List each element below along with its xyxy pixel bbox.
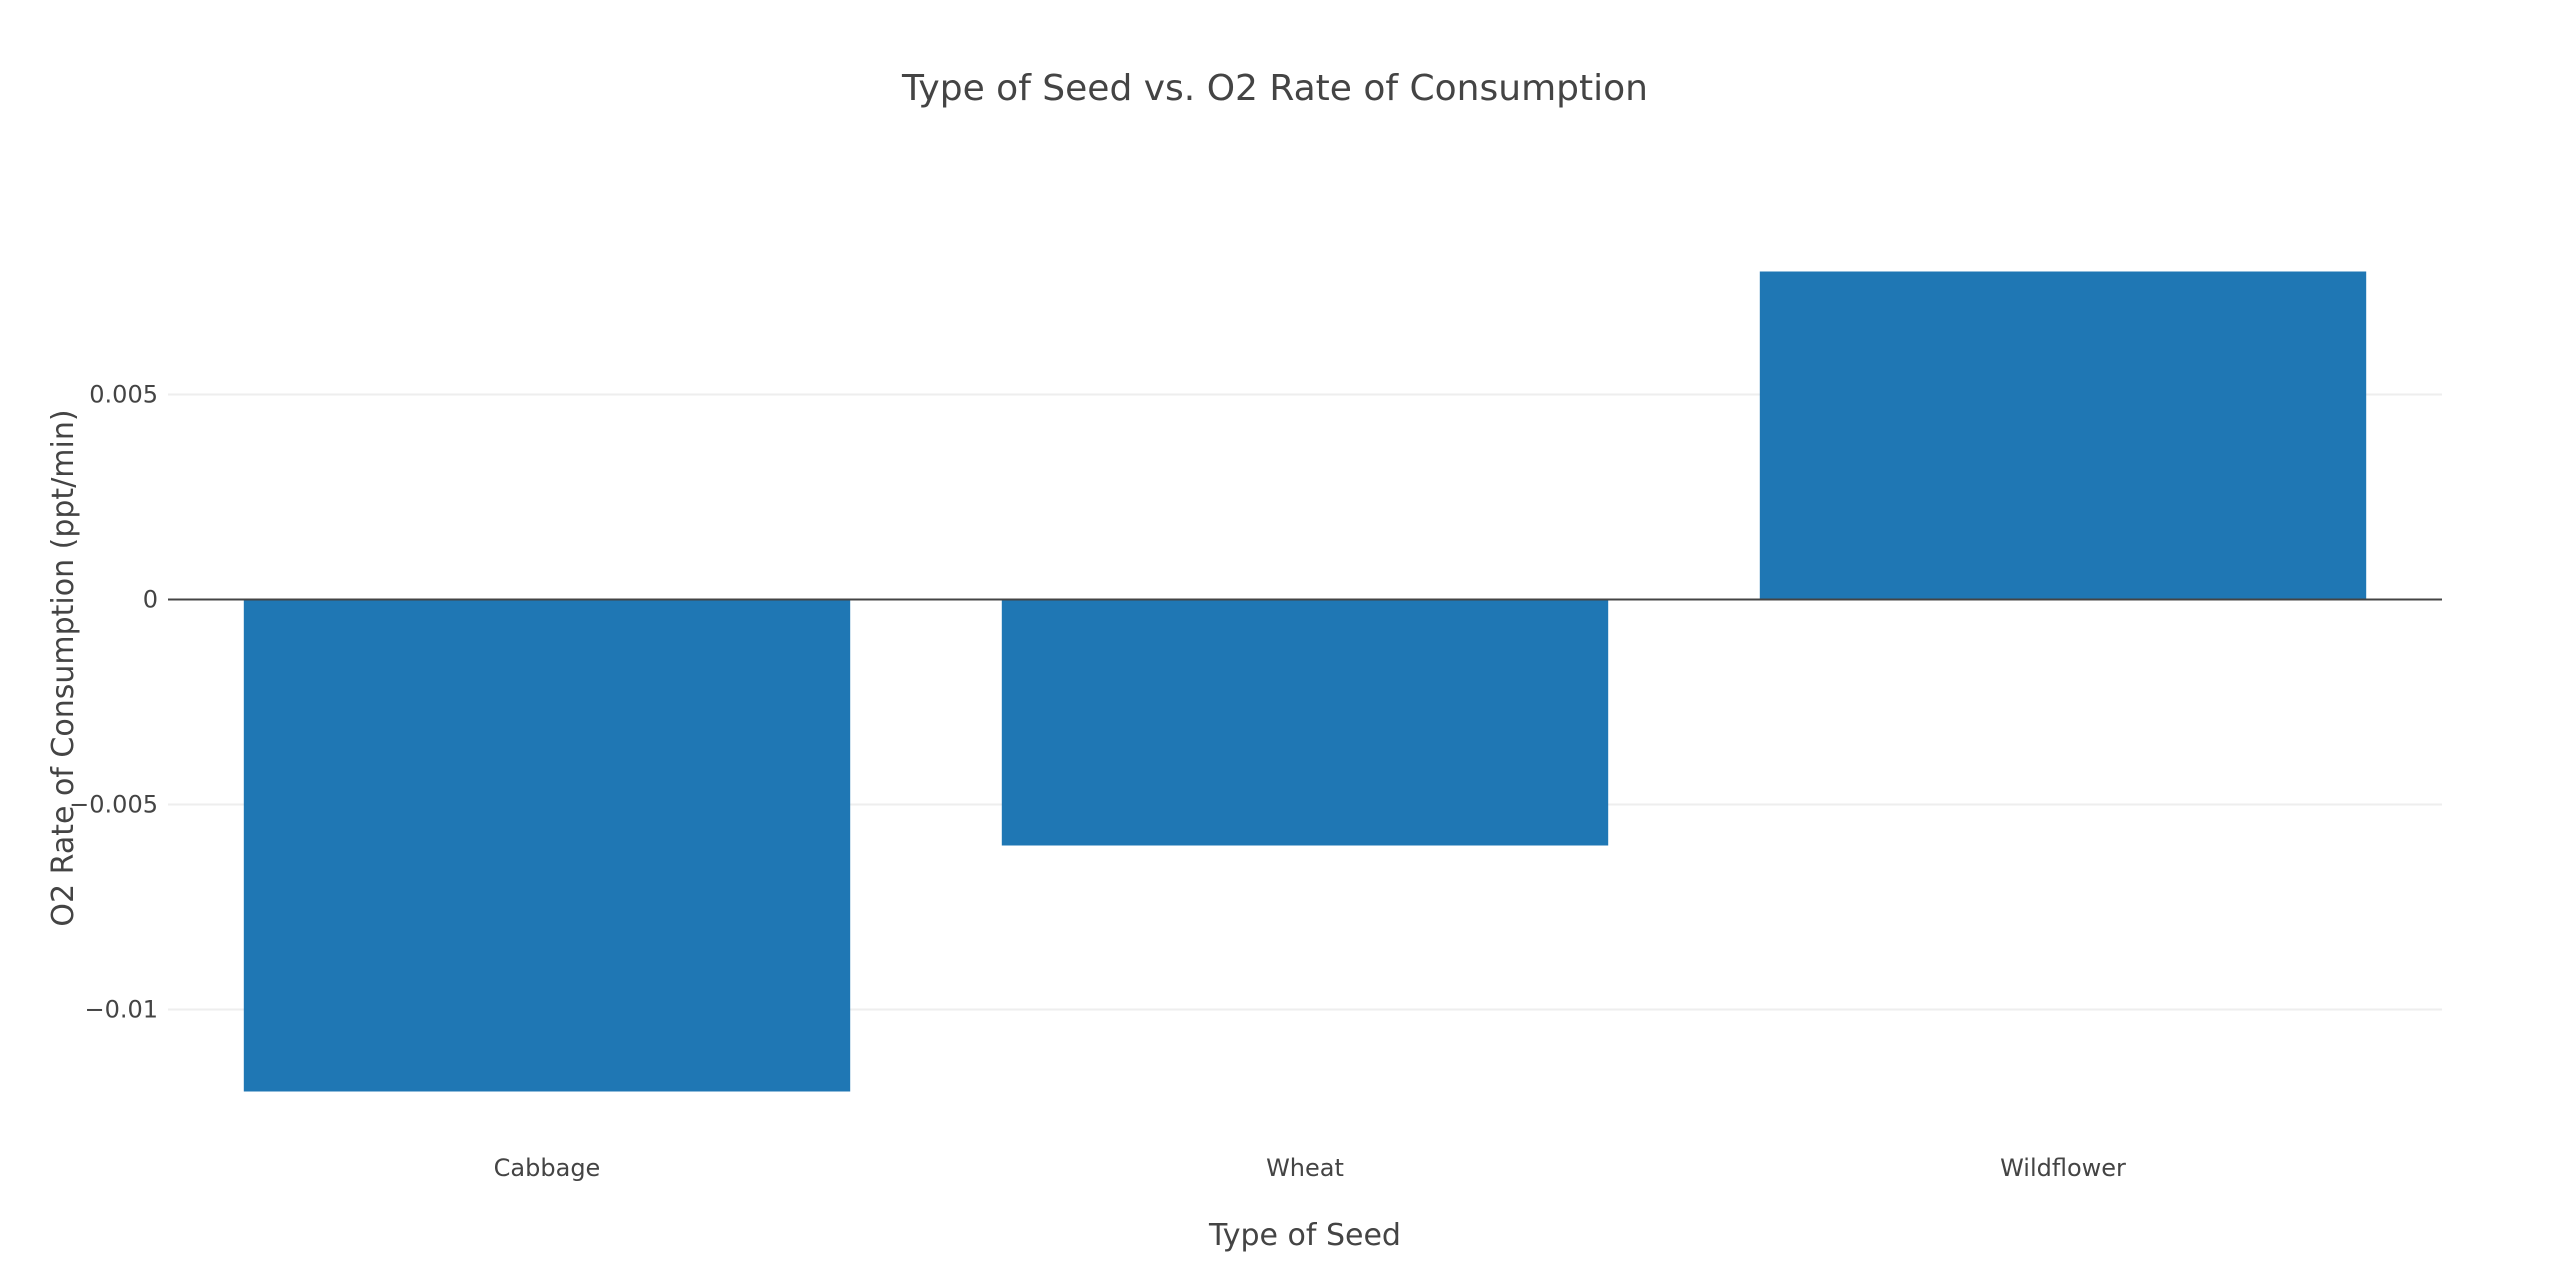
x-tick-label: Cabbage bbox=[494, 1154, 601, 1182]
y-tick-label: −0.005 bbox=[69, 791, 158, 819]
x-tick-label: Wheat bbox=[1266, 1154, 1344, 1182]
bar-cabbage[interactable] bbox=[243, 599, 851, 1092]
bar-wheat[interactable] bbox=[1001, 599, 1609, 846]
y-tick-label: 0 bbox=[143, 586, 158, 614]
y-axis-title: O2 Rate of Consumption (ppt/min) bbox=[46, 409, 81, 926]
y-tick-label: −0.01 bbox=[84, 996, 158, 1024]
y-tick-labels: 0.005 0 −0.005 −0.01 bbox=[69, 381, 158, 1024]
bar-wildflower[interactable] bbox=[1759, 271, 2367, 600]
x-tick-label: Wildflower bbox=[2000, 1154, 2126, 1182]
chart-title: Type of Seed vs. O2 Rate of Consumption bbox=[901, 68, 1648, 109]
x-axis-title: Type of Seed bbox=[1208, 1218, 1401, 1253]
y-tick-label: 0.005 bbox=[89, 381, 158, 409]
bars bbox=[243, 271, 2367, 1092]
x-tick-labels: Cabbage Wheat Wildflower bbox=[494, 1154, 2126, 1182]
